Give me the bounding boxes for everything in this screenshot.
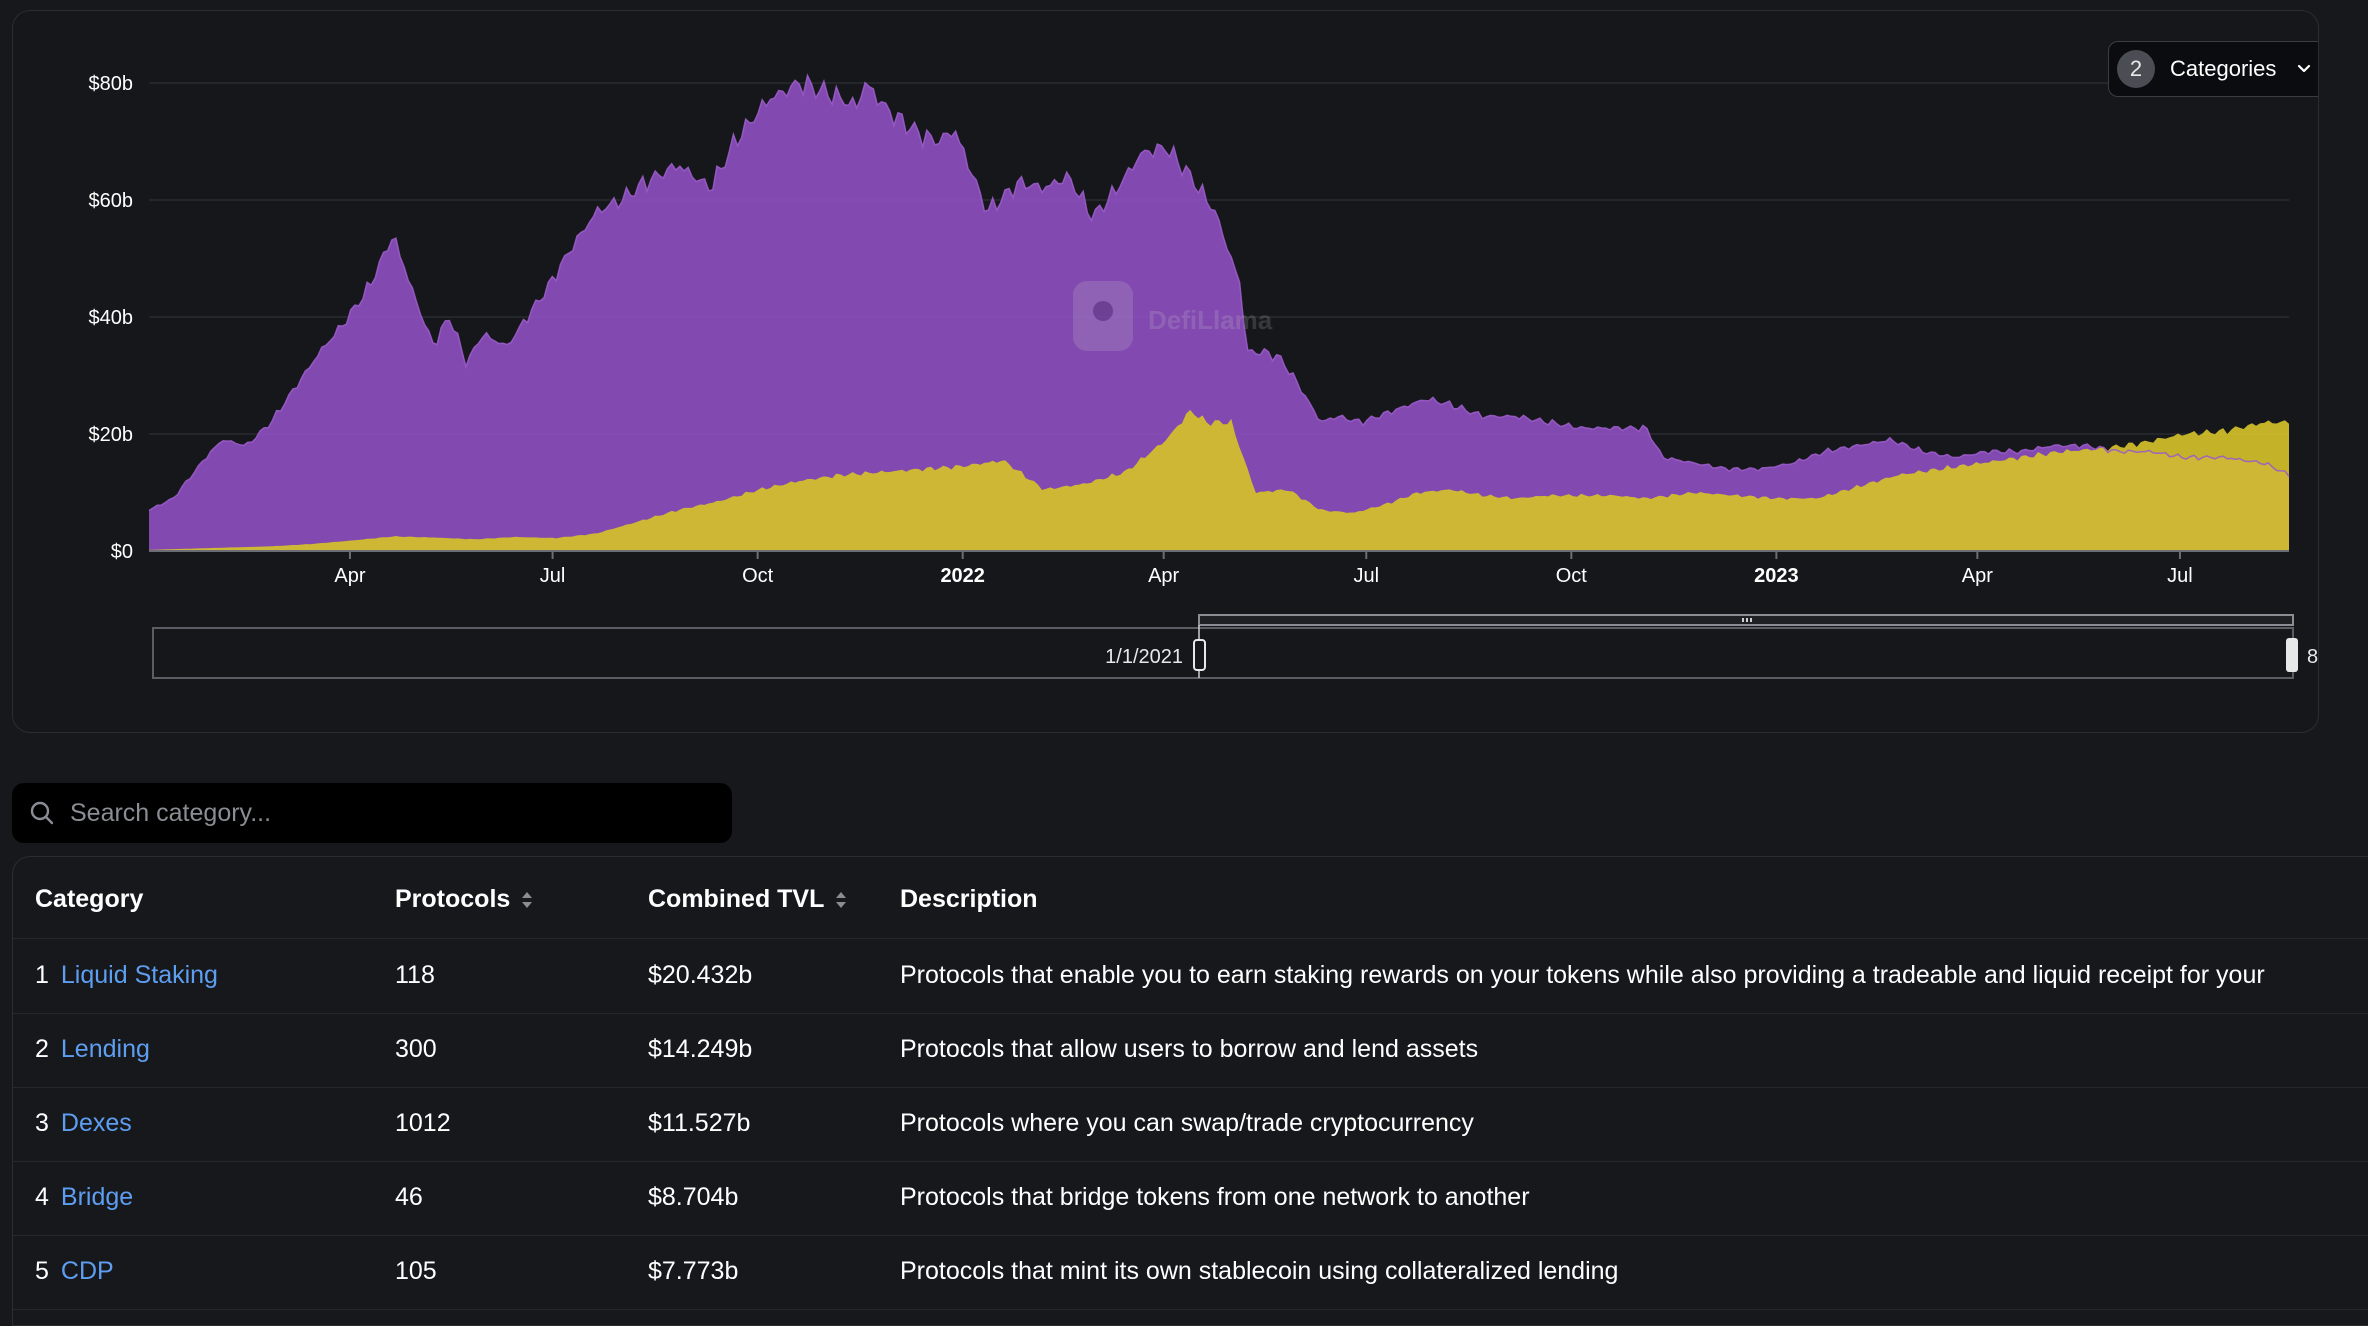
y-tick-label: $80b [89,73,134,95]
x-tick-label: 2023 [1754,565,1799,587]
description-cell: Protocols where you can swap/trade crypt… [900,1109,1474,1137]
row-rank: 3 [35,1109,49,1137]
tvl-cell: $11.527b [648,1109,751,1137]
row-rank: 2 [35,1035,49,1063]
table-row: 4 Bridge 46 $8.704b Protocols that bridge… [13,1161,2368,1236]
sort-icon [522,891,533,908]
protocols-cell: 118 [395,961,435,989]
header-category: Category [35,885,144,913]
category-link[interactable]: Liquid Staking [60,961,218,989]
search-icon [30,801,54,825]
category-cell: 2 Lending [35,1035,150,1064]
category-cell: 1 Liquid Staking [35,961,218,990]
series-area-yellow [149,409,2289,551]
table-row: 2 Lending 300 $14.249b Protocols that all… [13,1013,2368,1088]
x-tick-label: Apr [1148,565,1179,587]
table-header-row: Category Protocols Combined TVL Descript… [13,857,2368,939]
x-tick-label: Oct [1556,565,1588,587]
series-line-purple [148,73,2290,512]
y-tick-label: $60b [89,190,134,212]
description-cell: Protocols that mint its own stablecoin u… [900,1257,1619,1285]
category-link[interactable]: Bridge [60,1183,134,1211]
category-link[interactable]: Dexes [60,1109,132,1137]
sort-icon [836,891,847,908]
category-search-box[interactable] [12,783,732,843]
protocols-cell: 105 [395,1257,437,1285]
date-range-slider[interactable]: 1/1/2021 8/ [152,614,2319,679]
range-end-handle[interactable] [2286,638,2298,672]
protocols-cell: 1012 [395,1109,451,1137]
range-start-label: 1/1/2021 [1105,646,1183,668]
protocols-cell: 46 [395,1183,423,1211]
header-combined-tvl[interactable]: Combined TVL [648,885,848,914]
description-cell: Protocols that bridge tokens from one ne… [900,1183,1530,1211]
table-row: 1 Liquid Staking 118 $20.432b Protocols t… [13,939,2368,1014]
tvl-chart-panel: $0 $20b $40b $60b $80b Apr Jul Oct 2022 Apr Jul Oct… [12,10,2319,733]
row-rank: 5 [35,1257,49,1285]
x-tick-label: 2022 [940,565,985,587]
tvl-area-chart: $0 $20b $40b $60b $80b Apr Jul Oct 2022 Apr Jul Oct… [89,73,2319,679]
category-cell: 5 CDP [35,1257,114,1286]
series-area-purple [149,75,2289,552]
category-link[interactable]: CDP [60,1257,114,1285]
protocols-cell: 300 [395,1035,437,1063]
y-tick-label: $0 [111,541,133,563]
categories-dropdown-label: Categories [2170,56,2277,81]
categories-table: Category Protocols Combined TVL Descript… [12,856,2368,1326]
svg-text:DefiLlama: DefiLlama [1148,305,1273,335]
category-cell: 4 Bridge [35,1183,133,1212]
x-tick-label: Oct [742,565,774,587]
categories-dropdown[interactable]: 2 Categories [2108,41,2318,97]
y-tick-label: $20b [89,424,134,446]
x-tick-label: Jul [2167,565,2193,587]
chevron-down-icon [2297,64,2311,73]
row-rank: 1 [35,961,49,989]
tvl-cell: $8.704b [648,1183,739,1211]
x-tick-label: Apr [1962,565,1993,587]
table-row: 3 Dexes 1012 $11.527b Protocols where you… [13,1087,2368,1162]
header-description: Description [900,885,1038,913]
category-cell: 3 Dexes [35,1109,132,1138]
y-tick-label: $40b [89,307,134,329]
description-cell: Protocols that enable you to earn stakin… [900,961,2265,989]
defillama-watermark: DefiLlama [1073,281,1273,351]
tvl-cell: $14.249b [648,1035,753,1063]
table-row: 5 CDP 105 $7.773b Protocols that mint its… [13,1235,2368,1310]
x-tick-label: Jul [1353,565,1379,587]
categories-count-badge: 2 [2117,50,2155,88]
x-tick-label: Apr [334,565,365,587]
x-tick-label: Jul [540,565,566,587]
description-cell: Protocols that allow users to borrow and… [900,1035,1479,1063]
tvl-cell: $20.432b [648,961,753,989]
range-end-label: 8/ [2307,646,2319,668]
tvl-cell: $7.773b [648,1257,739,1285]
category-link[interactable]: Lending [60,1035,150,1063]
range-start-handle[interactable] [1193,639,1206,671]
row-rank: 4 [35,1183,49,1211]
header-protocols[interactable]: Protocols [395,885,534,914]
category-search-input[interactable] [68,797,692,829]
